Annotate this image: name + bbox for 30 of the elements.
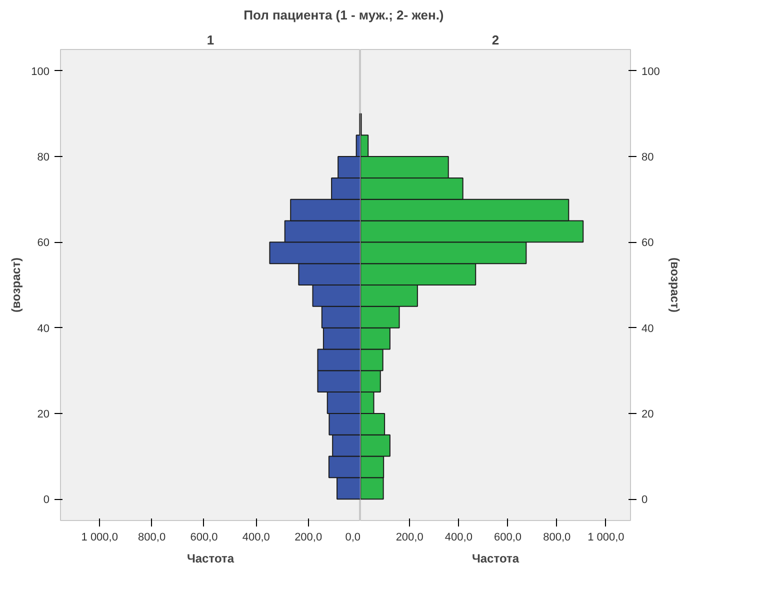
y-tick-label: 100 xyxy=(31,66,50,78)
x-tick-label: 400,0 xyxy=(242,532,270,544)
chart-subtitle: 2 xyxy=(492,32,500,48)
x-tick-label: 1 000,0 xyxy=(588,532,624,544)
y-tick-label: 80 xyxy=(37,152,50,164)
x-tick-label: 600,0 xyxy=(190,532,218,544)
y-axis-title: (возраст) xyxy=(668,258,682,312)
chart-title: Пол пациента (1 - муж.; 2- жен.) xyxy=(244,8,444,22)
y-tick-label: 80 xyxy=(642,152,654,164)
y-tick-label: 100 xyxy=(642,66,660,78)
x-tick-label: 1 000,0 xyxy=(81,532,118,544)
y-tick-label: 0 xyxy=(642,494,648,506)
y-tick-label: 60 xyxy=(642,237,654,250)
y-tick-label: 20 xyxy=(642,408,654,420)
y-tick-label: 20 xyxy=(37,408,50,420)
y-tick-label: 40 xyxy=(642,322,654,335)
x-tick-label: 0,0 xyxy=(345,532,361,544)
x-tick-label: 400,0 xyxy=(444,532,472,544)
x-axis-title: Частота xyxy=(472,552,520,566)
y-tick-label: 0 xyxy=(43,494,50,506)
x-tick-label: 200,0 xyxy=(396,532,424,544)
x-axis-title: Частота xyxy=(186,552,234,566)
x-tick-label: 200,0 xyxy=(294,532,322,544)
y-tick-label: 60 xyxy=(37,237,50,250)
chart-subtitle: 1 xyxy=(206,32,214,48)
y-axis-title: (возраст) xyxy=(9,258,24,312)
x-tick-label: 600,0 xyxy=(494,532,522,544)
x-tick-label: 800,0 xyxy=(138,532,166,544)
x-tick-label: 800,0 xyxy=(543,532,571,544)
y-tick-label: 40 xyxy=(37,322,50,335)
